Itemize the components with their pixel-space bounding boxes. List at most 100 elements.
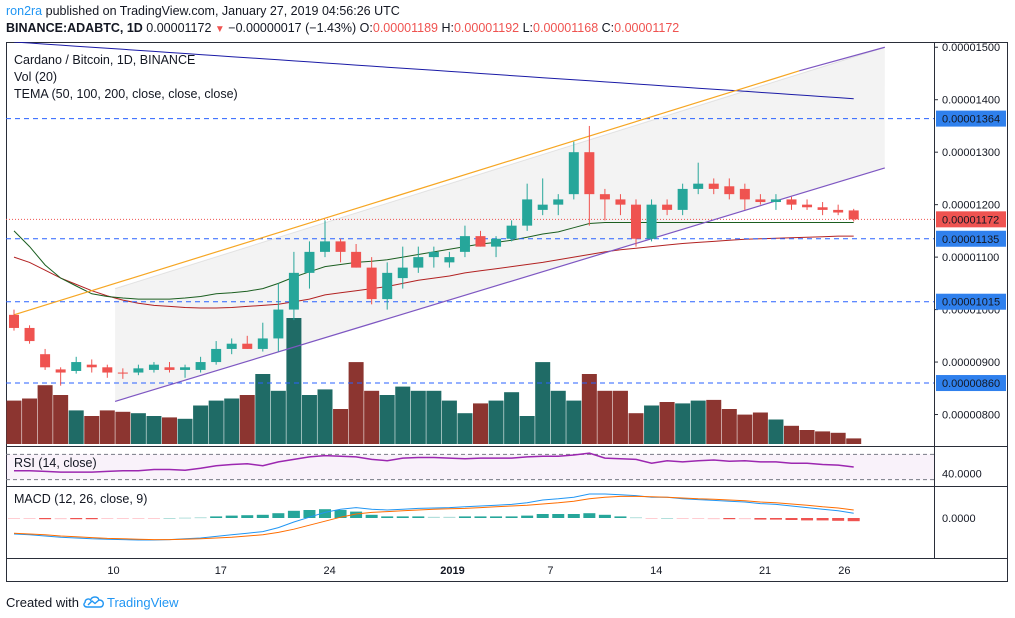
high-value: 0.00001192 xyxy=(453,21,520,35)
candle-body xyxy=(475,236,486,247)
date-tick-label: 14 xyxy=(650,565,662,577)
candle-body xyxy=(320,241,330,252)
macd-histogram-bar xyxy=(661,518,674,519)
chart-title-legend: Cardano / Bitcoin, 1D, BINANCE xyxy=(14,53,195,67)
candle-body xyxy=(366,267,377,300)
candle-body xyxy=(522,199,533,226)
volume-bar xyxy=(208,400,224,444)
price-tick-label: 0.00001400 xyxy=(942,95,1000,107)
price-tag-label: 0.00001015 xyxy=(942,297,1000,309)
ohlc-readout: BINANCE:ADABTC, 1D 0.00001172 ▼ −0.00000… xyxy=(6,21,679,35)
date-tick-label: 2019 xyxy=(440,565,464,577)
macd-histogram-bar xyxy=(116,518,129,519)
macd-histogram-bar xyxy=(583,513,596,518)
candle-body xyxy=(24,327,35,342)
candle-body xyxy=(211,348,222,363)
macd-histogram-bar xyxy=(147,518,160,519)
price-tag-label: 0.00001172 xyxy=(942,214,999,226)
macd-histogram-bar xyxy=(614,516,627,518)
macd-histogram-bar xyxy=(707,518,720,520)
volume-legend: Vol (20) xyxy=(14,70,57,84)
volume-bar xyxy=(675,403,691,444)
macd-histogram-bar xyxy=(521,515,534,518)
macd-histogram-bar xyxy=(832,518,845,521)
channel-top-extension xyxy=(799,46,885,72)
volume-bar xyxy=(239,395,255,444)
macd-histogram-bar xyxy=(163,518,176,519)
volume-bar xyxy=(379,395,395,444)
candle-body xyxy=(662,204,673,210)
chart-header: ron2ra published on TradingView.com, Jan… xyxy=(6,4,1006,38)
tema-200-line xyxy=(13,42,854,100)
candle-body xyxy=(397,267,408,279)
macd-histogram-bar xyxy=(210,516,223,518)
last-price: 0.00001172 xyxy=(146,21,212,35)
candle-body xyxy=(739,188,750,200)
price-tick-label: 0.00001200 xyxy=(942,200,1000,212)
candle-body xyxy=(40,354,51,368)
published-text: published on TradingView.com, January 27… xyxy=(45,4,400,18)
volume-bar xyxy=(255,374,271,444)
volume-bar xyxy=(597,390,613,444)
macd-axis-label: 0.0000 xyxy=(942,513,976,525)
date-tick-label: 7 xyxy=(547,565,553,577)
author-link[interactable]: ron2ra xyxy=(6,4,43,18)
volume-bar xyxy=(99,410,115,444)
rsi-axis-label: 40.0000 xyxy=(942,468,982,480)
volume-bar xyxy=(659,402,675,444)
tema-100-line xyxy=(13,235,854,309)
candle-body xyxy=(724,186,735,195)
down-arrow-icon: ▼ xyxy=(214,24,225,35)
volume-bar xyxy=(581,374,597,444)
volume-bar xyxy=(768,419,784,444)
volume-bar xyxy=(815,431,831,444)
macd-signal-line xyxy=(13,495,854,541)
symbol-label: BINANCE:ADABTC, 1D xyxy=(6,21,143,35)
candle-body xyxy=(802,204,813,208)
candle-body xyxy=(786,199,797,205)
candle-body xyxy=(491,238,502,247)
volume-bar xyxy=(286,318,302,444)
volume-bar xyxy=(752,412,768,444)
open-label: O: xyxy=(359,21,373,35)
candle-body xyxy=(288,272,299,310)
candle-body xyxy=(537,204,548,210)
candle-body xyxy=(226,343,237,349)
candle-body xyxy=(755,199,766,203)
candle-body xyxy=(102,367,113,373)
macd-histogram-bar xyxy=(179,517,192,519)
chart-frame[interactable]: 0.00001500 0.00001400 0.00001300 0.00001200… xyxy=(6,42,1008,582)
macd-histogram-bar xyxy=(287,510,300,518)
volume-bar xyxy=(535,362,551,444)
macd-histogram-bar xyxy=(785,518,798,520)
macd-histogram-bar xyxy=(303,510,316,518)
volume-bar xyxy=(395,386,411,444)
volume-bar xyxy=(566,400,582,444)
level-price-tag xyxy=(936,110,1006,127)
candle-body xyxy=(599,194,610,200)
macd-histogram-bar xyxy=(692,518,705,519)
macd-histogram-bar xyxy=(474,516,487,518)
tradingview-logo[interactable]: TradingView xyxy=(83,595,179,610)
macd-histogram-bar xyxy=(381,516,394,518)
last-price-tag xyxy=(936,211,1006,228)
footer: Created with TradingView xyxy=(6,592,179,612)
candle-body xyxy=(335,241,346,252)
volume-bar xyxy=(68,410,84,444)
candle-body xyxy=(413,257,424,268)
macd-histogram-bar xyxy=(676,518,689,519)
volume-bar xyxy=(644,405,660,444)
macd-histogram-bar xyxy=(225,515,238,518)
macd-histogram-bar xyxy=(194,517,207,519)
macd-histogram-bar xyxy=(801,518,814,521)
chart-svg[interactable]: 0.00001500 0.00001400 0.00001300 0.00001200… xyxy=(6,42,1008,582)
close-value: 0.00001172 xyxy=(614,21,680,35)
volume-bar xyxy=(317,389,333,444)
macd-histogram-bar xyxy=(256,514,269,518)
price-tick-label: 0.00001100 xyxy=(942,252,999,264)
price-tag-label: 0.00001135 xyxy=(942,234,999,246)
volume-bar xyxy=(457,413,473,444)
macd-legend: MACD (12, 26, close, 9) xyxy=(14,492,147,506)
volume-bar xyxy=(333,409,349,444)
channel-top-line xyxy=(13,70,800,316)
